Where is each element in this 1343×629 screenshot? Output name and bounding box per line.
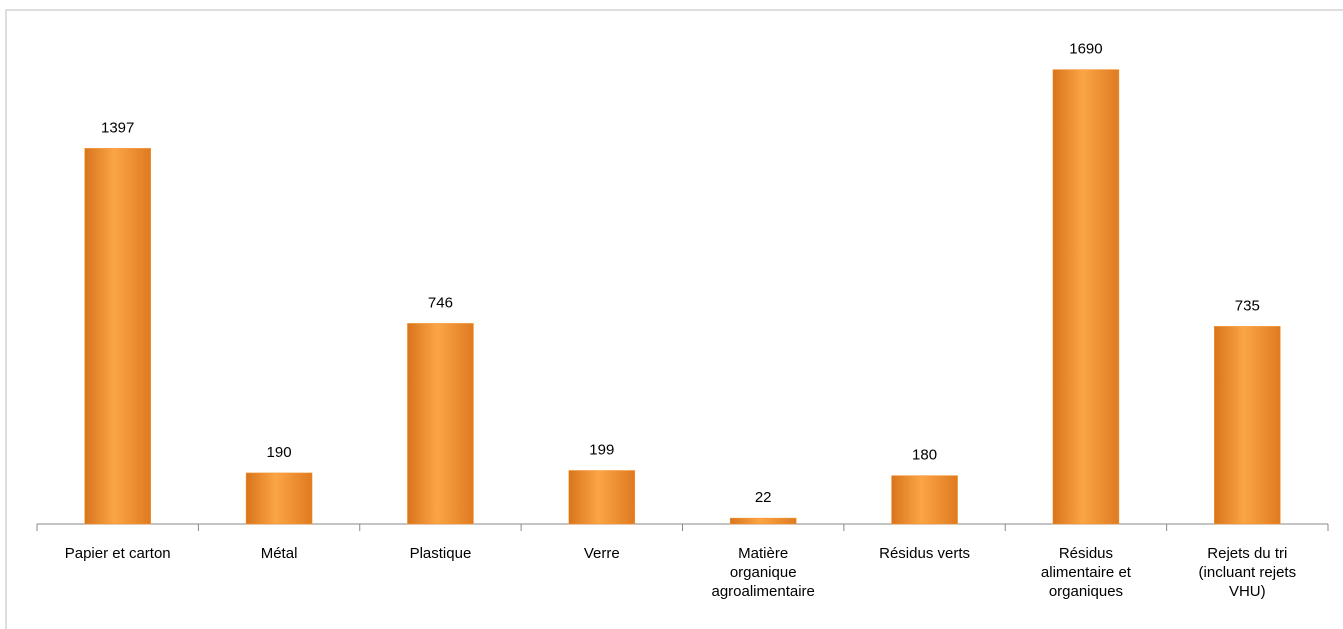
bar	[729, 517, 797, 525]
bar	[568, 470, 636, 525]
bar	[84, 148, 151, 525]
bar	[245, 472, 313, 525]
x-tick-label: Résidus alimentaire et organiques	[1040, 545, 1131, 600]
data-label: 746	[428, 294, 453, 311]
x-tick-label: Papier et carton	[64, 545, 171, 562]
bar	[1214, 326, 1281, 525]
data-label: 1397	[101, 119, 134, 136]
x-tick-label: Verre	[583, 545, 620, 562]
bar	[891, 475, 958, 525]
data-label: 199	[589, 441, 614, 458]
data-label: 190	[267, 444, 292, 461]
data-label: 735	[1235, 297, 1260, 314]
bar	[407, 323, 474, 525]
data-label: 180	[912, 447, 937, 464]
x-tick-label: Métal	[260, 545, 298, 562]
x-tick-label: Plastique	[409, 545, 472, 562]
bar	[1052, 69, 1120, 525]
x-tick-label: Résidus verts	[879, 545, 970, 562]
data-label: 1690	[1069, 41, 1102, 58]
chart-border	[5, 9, 1343, 629]
x-tick-label: Matière organique agroalimentaire	[711, 545, 815, 600]
x-tick-label: Rejets du tri (incluant rejets VHU)	[1198, 545, 1297, 600]
data-label: 22	[755, 489, 772, 506]
